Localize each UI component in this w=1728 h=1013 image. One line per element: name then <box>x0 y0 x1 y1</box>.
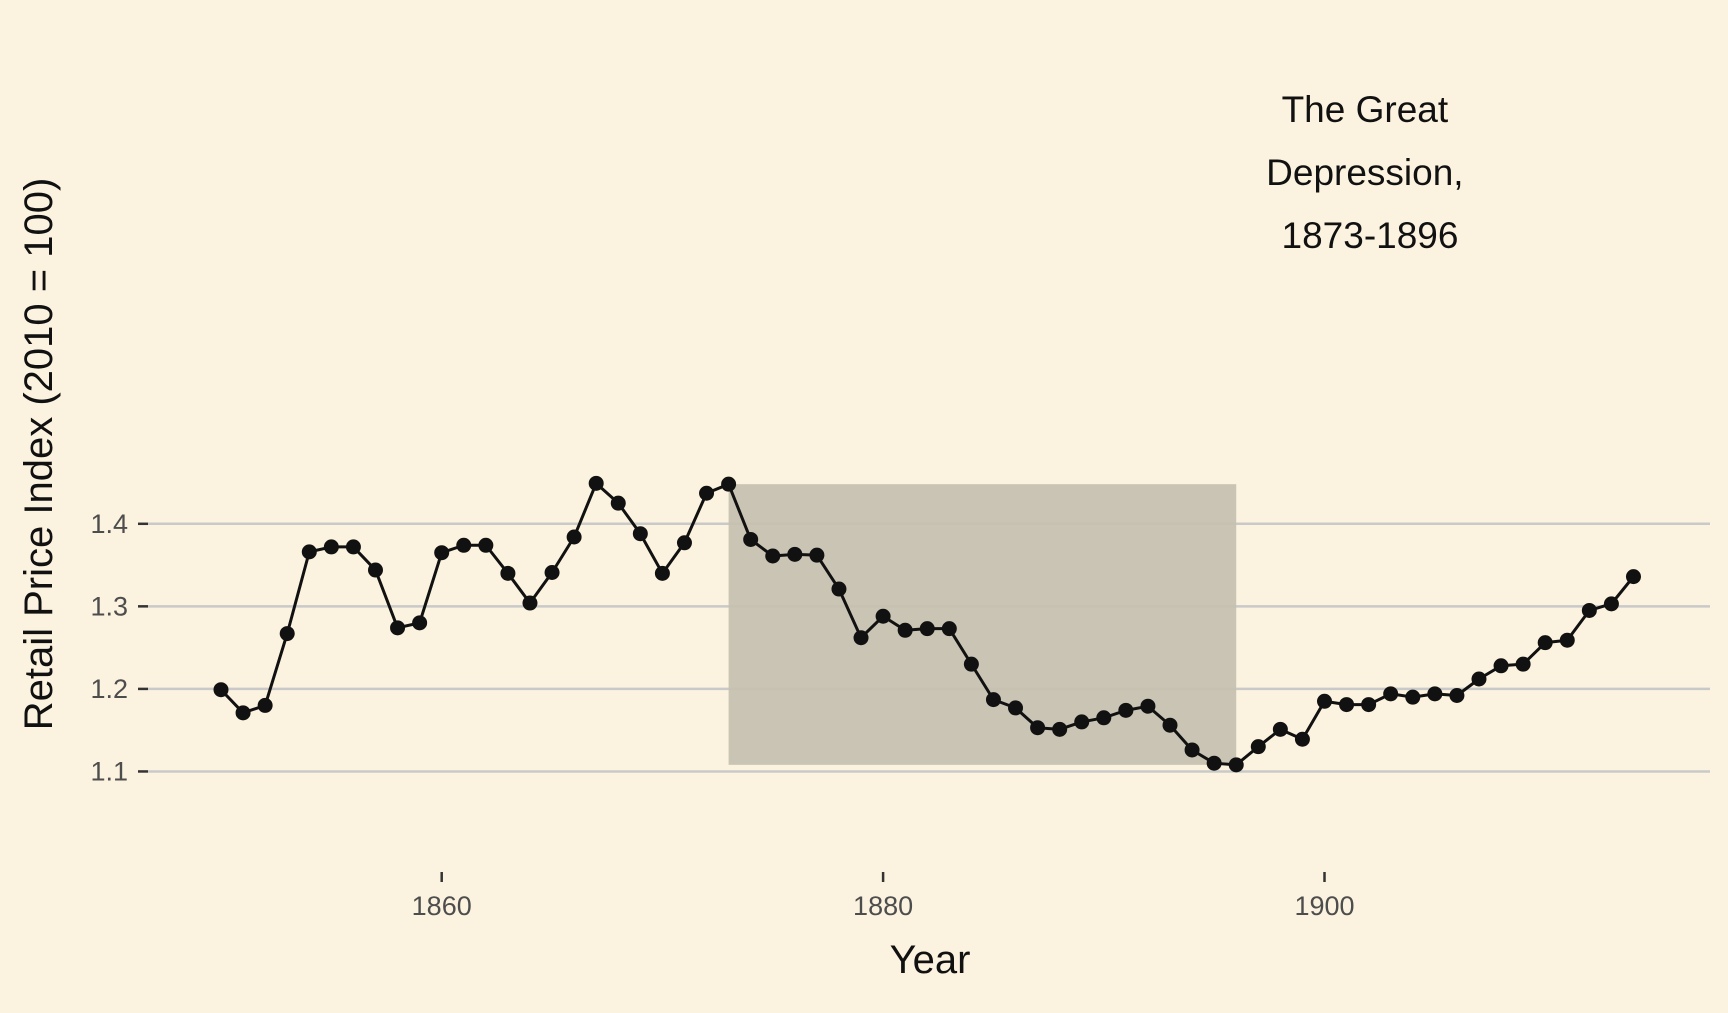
annotation-line-3: 1873-1896 <box>1282 215 1459 256</box>
shaded-region-layer <box>728 484 1237 765</box>
data-point-1898 <box>1272 721 1288 737</box>
great-depression-annotation: The Great Depression, 1873-1896 <box>1266 89 1474 256</box>
data-point-1875 <box>765 548 781 564</box>
data-point-1912 <box>1581 602 1597 618</box>
y-tick-label-2: 1.3 <box>90 591 128 621</box>
data-point-1870 <box>654 565 670 581</box>
data-point-1907 <box>1471 671 1487 687</box>
data-point-1905 <box>1427 686 1443 702</box>
data-point-1873 <box>721 476 737 492</box>
data-point-1899 <box>1294 731 1310 747</box>
data-point-1876 <box>787 546 803 562</box>
data-point-1914 <box>1625 569 1641 585</box>
data-point-1857 <box>367 562 383 578</box>
data-point-1874 <box>743 531 759 547</box>
series-layer <box>213 475 1641 773</box>
data-point-1903 <box>1383 686 1399 702</box>
data-point-1880 <box>875 608 891 624</box>
data-point-1856 <box>345 539 361 555</box>
data-point-1869 <box>632 526 648 542</box>
data-point-1883 <box>941 621 957 637</box>
data-point-1891 <box>1118 702 1134 718</box>
data-point-1864 <box>522 595 538 611</box>
x-tick-label-1: 1880 <box>853 891 913 921</box>
x-tick-label-2: 1900 <box>1294 891 1354 921</box>
y-axis-title: Retail Price Index (2010 = 100) <box>17 178 61 731</box>
data-point-1866 <box>566 529 582 545</box>
data-point-1860 <box>434 545 450 561</box>
data-point-1904 <box>1405 689 1421 705</box>
data-point-1900 <box>1317 693 1332 709</box>
data-point-1862 <box>478 537 494 553</box>
data-point-1852 <box>257 697 273 713</box>
data-point-1888 <box>1052 721 1068 737</box>
data-point-1893 <box>1162 717 1178 733</box>
x-axis-title: Year <box>890 938 971 982</box>
data-point-1879 <box>853 630 869 646</box>
data-point-1911 <box>1559 632 1575 648</box>
data-point-1865 <box>544 565 560 581</box>
axes-layer: 1.1 1.2 1.3 1.4 1860 1880 1900 <box>90 509 1354 921</box>
data-point-1854 <box>301 544 317 560</box>
data-point-1897 <box>1250 739 1266 755</box>
data-point-1908 <box>1493 658 1509 674</box>
data-point-1894 <box>1184 742 1200 758</box>
data-point-1851 <box>235 705 251 721</box>
data-point-1867 <box>588 475 604 491</box>
y-tick-label-3: 1.4 <box>90 509 128 539</box>
data-point-1855 <box>323 539 339 555</box>
data-point-1910 <box>1537 635 1553 651</box>
y-tick-label-0: 1.1 <box>90 756 128 786</box>
x-tick-label-0: 1860 <box>412 891 472 921</box>
data-point-1909 <box>1515 656 1531 672</box>
data-point-1859 <box>412 615 428 631</box>
data-point-1878 <box>831 581 847 597</box>
data-point-1861 <box>456 537 472 553</box>
data-point-1853 <box>279 626 295 642</box>
data-point-1889 <box>1074 714 1090 730</box>
annotation-line-2: Depression, <box>1266 152 1463 193</box>
data-point-1890 <box>1096 710 1112 726</box>
data-point-1895 <box>1206 755 1222 771</box>
data-point-1872 <box>699 485 715 501</box>
y-tick-label-1: 1.2 <box>90 674 128 704</box>
data-point-1896 <box>1228 757 1244 773</box>
data-point-1882 <box>919 621 935 637</box>
data-point-1881 <box>897 622 913 638</box>
annotation-line-1: The Great <box>1282 89 1449 130</box>
data-point-1885 <box>985 692 1001 708</box>
data-point-1877 <box>809 547 825 563</box>
data-point-1884 <box>963 656 979 672</box>
data-point-1858 <box>390 620 406 636</box>
data-point-1892 <box>1140 698 1156 714</box>
great-depression-shaded-region <box>728 484 1237 765</box>
data-point-1906 <box>1449 688 1465 704</box>
data-point-1886 <box>1008 700 1024 716</box>
data-point-1863 <box>500 565 516 581</box>
data-point-1902 <box>1361 697 1377 713</box>
data-point-1913 <box>1603 596 1619 612</box>
data-point-1868 <box>610 495 626 511</box>
data-point-1850 <box>213 682 229 698</box>
data-point-1871 <box>676 535 692 551</box>
data-point-1887 <box>1030 720 1046 736</box>
data-point-1901 <box>1339 697 1355 713</box>
